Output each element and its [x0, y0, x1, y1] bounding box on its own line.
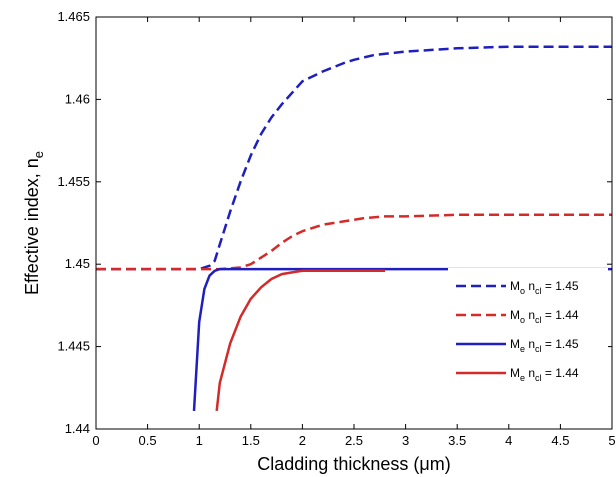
x-tick-label: 2: [299, 433, 306, 448]
x-tick-label: 2.5: [345, 433, 363, 448]
y-tick-label: 1.445: [57, 339, 90, 354]
legend-box: [448, 268, 608, 398]
x-tick-label: 1: [196, 433, 203, 448]
series-layer: [96, 45, 612, 412]
x-tick-label: 4: [505, 433, 512, 448]
x-tick-label: 3.5: [448, 433, 466, 448]
y-tick-label: 1.465: [57, 9, 90, 24]
legend-label-2: Me ncl = 1.45: [510, 337, 579, 354]
x-tick-label: 4.5: [551, 433, 569, 448]
legend: Mo ncl = 1.45 Mo ncl = 1.44 Me ncl = 1.45 M…: [448, 268, 608, 398]
y-tick-label: 1.455: [57, 174, 90, 189]
y-tick-label: 1.44: [65, 421, 90, 436]
x-tick-label: 3: [402, 433, 409, 448]
y-tick-label: 1.46: [65, 91, 90, 106]
series-line-2: [192, 267, 612, 411]
legend-label-3: Me ncl = 1.44: [510, 366, 579, 383]
x-tick-label: 0.5: [139, 433, 157, 448]
series-line-0: [96, 45, 612, 271]
x-axis-title: Cladding thickness (μm): [257, 454, 450, 474]
ticks-layer: 0 0.5 1 1.5 2 2.5 3 3.5 4 4.5 5 1.44 1.445 1.45 1.455 1…: [57, 9, 615, 448]
legend-label-1: Mo ncl = 1.44: [510, 308, 579, 325]
legend-label-0: Mo ncl = 1.45: [510, 279, 579, 296]
y-tick-label: 1.45: [65, 256, 90, 271]
y-axis-title: Effective index, ne: [22, 151, 46, 295]
x-tick-label: 5: [608, 433, 615, 448]
x-tick-label: 1.5: [242, 433, 260, 448]
series-line-3: [215, 269, 385, 412]
x-tick-label: 0: [92, 433, 99, 448]
